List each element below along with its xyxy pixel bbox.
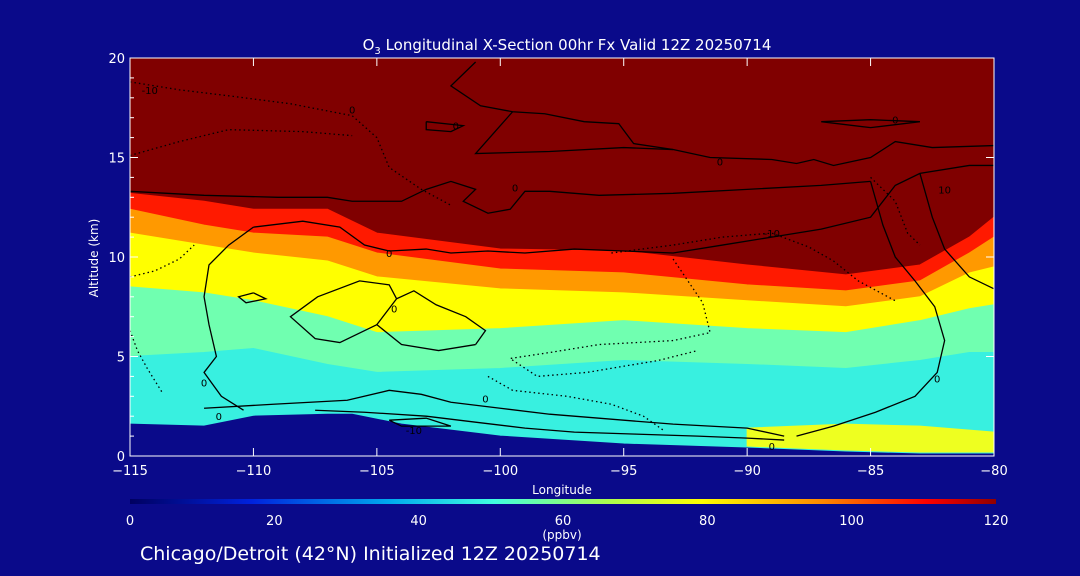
colorbar-label: (ppbv) — [542, 528, 581, 542]
title-subscript: 3 — [374, 46, 380, 57]
x-tick-label: −85 — [857, 464, 884, 479]
contour-labels: 0 -10 0 0 0 0 10 -10 0 0 0 0 0 -10 0 0 — [142, 86, 951, 453]
contour-label-4: 0 — [717, 157, 723, 168]
ozone-band-surface-yellow — [746, 423, 994, 453]
colorbar — [130, 499, 996, 504]
colorbar-tick-label: 80 — [699, 514, 716, 529]
x-tick-label: −115 — [112, 464, 148, 479]
colorbar-tick-label: 20 — [266, 514, 283, 529]
contour-label-15: 0 — [934, 374, 940, 385]
x-tick-label: −80 — [980, 464, 1007, 479]
colorbar-tick-label: 60 — [555, 514, 572, 529]
x-tick-label: −90 — [733, 464, 760, 479]
title-rest: Longitudinal X-Section 00hr Fx Valid 12Z… — [381, 36, 772, 54]
colorbar-tick-label: 40 — [410, 514, 427, 529]
contour-label-6: 10 — [938, 185, 951, 196]
x-tick-label: −110 — [236, 464, 272, 479]
x-axis: −115 −110 −105 −100 −95 −90 −85 −80 — [112, 58, 1008, 479]
contour-label-14: 0 — [769, 442, 775, 453]
y-tick-label: 15 — [108, 152, 125, 167]
contour-label-1: -10 — [142, 86, 158, 97]
contour-line-15 — [130, 81, 452, 206]
contour-label-3: 0 — [512, 183, 518, 194]
x-axis-label: Longitude — [532, 483, 592, 497]
contour-label-9: 0 — [391, 305, 397, 316]
y-axis: 0 5 10 15 20 — [108, 52, 994, 465]
colorbar-tick-label: 100 — [839, 514, 864, 529]
contour-label-7: -10 — [764, 229, 780, 240]
colorbar-tick-label: 0 — [126, 514, 134, 529]
contour-label-11: 0 — [216, 412, 222, 423]
contour-label-12: 0 — [482, 394, 488, 405]
y-axis-label: Altitude (km) — [87, 219, 101, 298]
contour-line-8 — [289, 280, 398, 344]
x-tick-label: −95 — [610, 464, 637, 479]
initialization-caption: Chicago/Detroit (42°N) Initialized 12Z 2… — [140, 543, 601, 565]
contour-line-2 — [203, 226, 254, 411]
ozone-band-terrain — [130, 413, 994, 456]
contour-label-5: 0 — [892, 116, 898, 127]
contour-lines — [130, 61, 994, 441]
contour-label-2: 0 — [453, 122, 459, 133]
y-tick-label: 0 — [117, 450, 125, 465]
chart-title: O3 Longitudinal X-Section 00hr Fx Valid … — [363, 36, 772, 57]
contour-line-5 — [425, 121, 466, 133]
contour-label-8: 0 — [386, 249, 392, 260]
contour-line-13 — [796, 181, 946, 437]
contour-line-7 — [375, 290, 487, 352]
y-tick-label: 10 — [108, 251, 125, 266]
contour-line-18 — [870, 176, 921, 246]
colorbar-ticks: 0 20 40 60 80 100 120 — [126, 514, 1009, 529]
contour-line-0 — [130, 180, 871, 214]
contour-label-13: -10 — [406, 426, 422, 437]
contour-line-6 — [821, 119, 921, 129]
contour-label-0: 0 — [349, 106, 355, 117]
contour-line-9 — [237, 292, 268, 304]
contour-line-19 — [508, 258, 711, 378]
contour-line-10 — [204, 389, 785, 437]
contour-line-20 — [487, 375, 664, 431]
contour-line-12 — [388, 417, 452, 427]
contour-label-10: 0 — [201, 378, 207, 389]
contour-line-14 — [919, 173, 994, 290]
y-tick-label: 5 — [117, 351, 125, 366]
x-tick-label: −105 — [359, 464, 395, 479]
contour-line-1 — [253, 164, 994, 254]
contour-line-3 — [449, 61, 994, 167]
title-prefix: O — [363, 36, 375, 54]
x-tick-label: −100 — [482, 464, 518, 479]
y-tick-label: 20 — [108, 52, 125, 67]
colorbar-tick-label: 120 — [984, 514, 1009, 529]
contour-line-11 — [315, 409, 785, 441]
contour-line-4 — [474, 111, 674, 155]
